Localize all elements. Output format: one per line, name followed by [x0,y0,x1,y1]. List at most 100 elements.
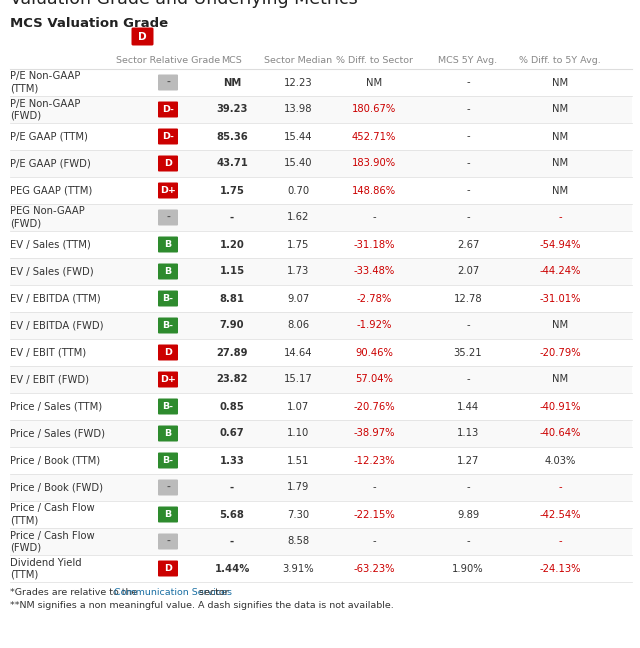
Text: -: - [466,132,470,141]
FancyBboxPatch shape [158,209,178,226]
Text: 13.98: 13.98 [284,104,312,115]
Text: -1.92%: -1.92% [356,321,392,330]
Text: NM: NM [552,159,568,168]
Bar [10,123,632,150]
FancyBboxPatch shape [158,237,178,253]
Text: D+: D+ [160,186,176,195]
Text: -: - [230,483,234,492]
Text: *Grades are relative to the: *Grades are relative to the [10,588,140,597]
Text: -12.23%: -12.23% [353,456,395,465]
FancyBboxPatch shape [158,399,178,415]
FancyBboxPatch shape [158,156,178,172]
Bar [10,339,632,366]
Text: 4.03%: 4.03% [544,456,576,465]
FancyBboxPatch shape [158,264,178,279]
Bar [10,420,632,447]
Text: 1.51: 1.51 [287,456,309,465]
Text: D+: D+ [160,375,176,384]
Text: -: - [372,483,376,492]
Text: -: - [558,483,562,492]
FancyBboxPatch shape [158,128,178,145]
Text: P/E Non-GAAP
(TTM): P/E Non-GAAP (TTM) [10,71,81,93]
Text: 1.27: 1.27 [457,456,479,465]
Text: PEG GAAP (TTM): PEG GAAP (TTM) [10,185,92,196]
Text: 1.75: 1.75 [220,185,244,196]
Text: 15.44: 15.44 [284,132,312,141]
Text: 5.68: 5.68 [220,509,244,520]
FancyBboxPatch shape [158,318,178,334]
Text: EV / EBITDA (TTM): EV / EBITDA (TTM) [10,294,100,303]
Text: PEG Non-GAAP
(FWD): PEG Non-GAAP (FWD) [10,207,84,229]
Text: 9.07: 9.07 [287,294,309,303]
Text: -38.97%: -38.97% [353,428,395,439]
Text: D: D [164,159,172,168]
Text: Price / Book (FWD): Price / Book (FWD) [10,483,103,492]
Text: EV / EBIT (FWD): EV / EBIT (FWD) [10,375,89,384]
Text: -: - [166,483,170,492]
Bar [10,69,632,96]
Text: Dividend Yield
(TTM): Dividend Yield (TTM) [10,557,82,579]
FancyBboxPatch shape [158,75,178,91]
Text: Communication Services: Communication Services [114,588,232,597]
Text: 0.67: 0.67 [220,428,244,439]
Text: -: - [466,185,470,196]
Text: -: - [466,537,470,546]
Bar [10,96,632,123]
Text: 35.21: 35.21 [454,347,483,358]
Text: MCS Valuation Grade: MCS Valuation Grade [10,17,168,30]
Text: 1.13: 1.13 [457,428,479,439]
Text: 57.04%: 57.04% [355,375,393,384]
Text: D-: D- [162,132,174,141]
Text: D: D [164,564,172,573]
Text: 12.23: 12.23 [284,78,312,87]
Bar [10,231,632,258]
Text: -: - [466,483,470,492]
Text: NM: NM [552,375,568,384]
Text: EV / Sales (FWD): EV / Sales (FWD) [10,266,93,277]
Text: -54.94%: -54.94% [540,240,580,249]
Text: -: - [372,537,376,546]
Bar [10,501,632,528]
Text: 1.10: 1.10 [287,428,309,439]
Text: 180.67%: 180.67% [352,104,396,115]
Text: P/E GAAP (TTM): P/E GAAP (TTM) [10,132,88,141]
Text: 15.17: 15.17 [284,375,312,384]
Text: 43.71: 43.71 [216,159,248,168]
Text: **NM signifies a non meaningful value. A dash signifies the data is not availabl: **NM signifies a non meaningful value. A… [10,601,394,610]
Text: D-: D- [162,105,174,114]
Text: -: - [166,537,170,546]
Text: 23.82: 23.82 [216,375,248,384]
Text: B-: B- [163,294,173,303]
Bar [10,366,632,393]
Text: EV / Sales (TTM): EV / Sales (TTM) [10,240,91,249]
Text: 1.75: 1.75 [287,240,309,249]
Text: Price / Book (TTM): Price / Book (TTM) [10,456,100,465]
Text: 148.86%: 148.86% [352,185,396,196]
Text: NM: NM [223,78,241,87]
Text: -: - [466,159,470,168]
Text: D: D [138,32,147,41]
Text: -: - [466,213,470,222]
Text: 1.79: 1.79 [287,483,309,492]
Text: 7.30: 7.30 [287,509,309,520]
Text: NM: NM [552,104,568,115]
Bar [10,555,632,582]
FancyBboxPatch shape [158,480,178,496]
Text: NM: NM [366,78,382,87]
Text: D: D [164,348,172,357]
Text: Sector Relative Grade: Sector Relative Grade [116,56,220,65]
Text: B-: B- [163,402,173,411]
Text: 1.15: 1.15 [220,266,244,277]
Text: -63.23%: -63.23% [353,564,395,573]
Text: EV / EBIT (TTM): EV / EBIT (TTM) [10,347,86,358]
Text: -: - [166,78,170,87]
Text: -: - [466,78,470,87]
Bar [10,447,632,474]
Bar [10,150,632,177]
Text: P/E Non-GAAP
(FWD): P/E Non-GAAP (FWD) [10,98,81,121]
Text: 3.91%: 3.91% [282,564,314,573]
Text: 85.36: 85.36 [216,132,248,141]
Text: 1.07: 1.07 [287,402,309,411]
Text: B-: B- [163,321,173,330]
Text: 452.71%: 452.71% [352,132,396,141]
